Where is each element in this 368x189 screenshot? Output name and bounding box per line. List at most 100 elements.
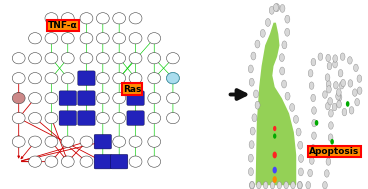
Ellipse shape (254, 90, 258, 98)
Ellipse shape (298, 141, 303, 149)
Ellipse shape (312, 107, 316, 114)
Ellipse shape (308, 169, 312, 177)
Ellipse shape (250, 182, 254, 189)
Ellipse shape (308, 70, 313, 77)
Ellipse shape (311, 94, 316, 102)
Ellipse shape (336, 89, 341, 96)
Ellipse shape (249, 141, 254, 149)
Ellipse shape (323, 91, 327, 98)
Ellipse shape (280, 67, 285, 75)
Ellipse shape (332, 103, 337, 111)
Ellipse shape (333, 81, 338, 89)
Ellipse shape (251, 52, 256, 60)
Ellipse shape (337, 94, 342, 101)
Circle shape (315, 120, 318, 126)
Ellipse shape (248, 168, 254, 176)
Ellipse shape (318, 53, 323, 60)
Ellipse shape (339, 81, 344, 89)
Ellipse shape (329, 122, 333, 129)
Ellipse shape (148, 112, 161, 124)
Circle shape (273, 152, 277, 158)
Ellipse shape (312, 119, 316, 127)
Ellipse shape (29, 156, 42, 167)
Ellipse shape (148, 156, 161, 167)
Ellipse shape (96, 33, 109, 44)
FancyBboxPatch shape (94, 154, 112, 169)
Ellipse shape (353, 89, 357, 96)
Ellipse shape (61, 33, 74, 44)
Ellipse shape (291, 182, 295, 189)
Ellipse shape (129, 13, 142, 24)
Ellipse shape (326, 81, 331, 88)
Circle shape (273, 133, 276, 139)
FancyBboxPatch shape (78, 91, 95, 105)
Ellipse shape (296, 128, 301, 136)
Ellipse shape (113, 33, 125, 44)
Ellipse shape (12, 53, 25, 64)
Ellipse shape (166, 73, 179, 84)
Ellipse shape (341, 79, 346, 87)
Ellipse shape (347, 57, 352, 64)
Ellipse shape (148, 33, 161, 44)
Ellipse shape (260, 29, 265, 37)
Ellipse shape (338, 70, 343, 77)
Ellipse shape (250, 127, 255, 135)
Ellipse shape (298, 155, 304, 163)
Ellipse shape (309, 157, 314, 164)
Ellipse shape (325, 170, 329, 177)
Ellipse shape (326, 158, 331, 165)
Text: Ras: Ras (123, 84, 141, 94)
FancyBboxPatch shape (59, 111, 77, 125)
Ellipse shape (148, 53, 161, 64)
Ellipse shape (45, 92, 58, 104)
Ellipse shape (12, 136, 25, 147)
Ellipse shape (336, 93, 340, 100)
Ellipse shape (280, 5, 285, 12)
Ellipse shape (248, 65, 253, 73)
Ellipse shape (282, 80, 287, 88)
Ellipse shape (328, 146, 332, 153)
Ellipse shape (113, 112, 125, 124)
Ellipse shape (61, 73, 74, 84)
Ellipse shape (311, 145, 315, 152)
Ellipse shape (45, 13, 58, 24)
Ellipse shape (166, 112, 179, 124)
Ellipse shape (323, 181, 327, 189)
Ellipse shape (45, 112, 58, 124)
Ellipse shape (96, 112, 109, 124)
Ellipse shape (282, 41, 287, 49)
Ellipse shape (277, 182, 282, 189)
Ellipse shape (275, 4, 280, 12)
Ellipse shape (256, 182, 261, 189)
FancyBboxPatch shape (110, 154, 128, 169)
Ellipse shape (96, 92, 109, 104)
Ellipse shape (342, 108, 347, 116)
Ellipse shape (337, 101, 342, 108)
Ellipse shape (45, 53, 58, 64)
Ellipse shape (255, 101, 260, 109)
Ellipse shape (148, 73, 161, 84)
Ellipse shape (29, 73, 42, 84)
Ellipse shape (113, 136, 125, 147)
Ellipse shape (113, 13, 125, 24)
Ellipse shape (255, 40, 260, 48)
Ellipse shape (293, 115, 298, 123)
Ellipse shape (270, 182, 275, 189)
Text: Apoptosis: Apoptosis (309, 147, 360, 156)
Ellipse shape (290, 104, 295, 111)
Ellipse shape (113, 92, 125, 104)
Ellipse shape (328, 134, 333, 141)
Ellipse shape (129, 33, 142, 44)
Ellipse shape (166, 53, 179, 64)
Ellipse shape (129, 73, 142, 84)
Ellipse shape (309, 82, 314, 89)
Ellipse shape (80, 53, 93, 64)
Ellipse shape (285, 15, 290, 23)
Ellipse shape (45, 73, 58, 84)
FancyBboxPatch shape (94, 134, 112, 149)
Ellipse shape (355, 98, 360, 106)
Polygon shape (255, 23, 296, 185)
Text: TNF-α: TNF-α (48, 21, 78, 30)
Ellipse shape (329, 110, 333, 117)
Ellipse shape (129, 136, 142, 147)
